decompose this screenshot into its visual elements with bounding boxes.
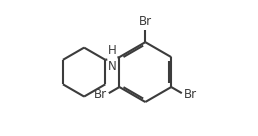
Text: N: N [108,60,117,73]
Text: Br: Br [94,88,107,101]
Text: H: H [108,44,117,57]
Text: Br: Br [139,15,152,28]
Text: Br: Br [184,88,197,101]
